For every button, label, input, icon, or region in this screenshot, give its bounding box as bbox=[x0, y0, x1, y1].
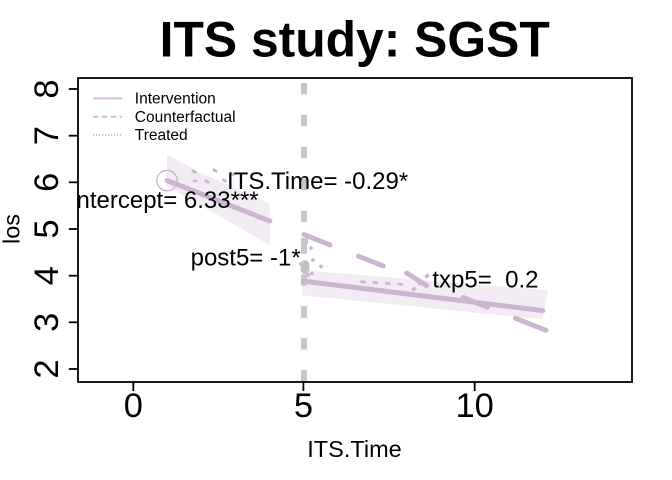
svg-text:post5= -1*: post5= -1* bbox=[191, 245, 301, 272]
svg-text:5: 5 bbox=[294, 387, 313, 425]
svg-text:txp5= 0.2: txp5= 0.2 bbox=[432, 267, 538, 294]
svg-text:7: 7 bbox=[28, 126, 66, 145]
svg-text:3: 3 bbox=[28, 313, 66, 332]
svg-text:los: los bbox=[0, 214, 24, 244]
svg-text:2: 2 bbox=[28, 359, 66, 378]
svg-text:Treated: Treated bbox=[135, 127, 188, 144]
svg-text:Intervention: Intervention bbox=[135, 91, 216, 108]
svg-text:Counterfactual: Counterfactual bbox=[135, 109, 236, 126]
svg-text:ITS.Time= -0.29*: ITS.Time= -0.29* bbox=[227, 168, 408, 195]
svg-text:0: 0 bbox=[124, 387, 143, 425]
svg-text:ntercept= 6.33***: ntercept= 6.33*** bbox=[77, 187, 259, 214]
svg-text:ITS study: SGST: ITS study: SGST bbox=[160, 12, 550, 68]
svg-text:5: 5 bbox=[28, 219, 66, 238]
svg-text:ITS.Time: ITS.Time bbox=[307, 436, 401, 462]
svg-text:6: 6 bbox=[28, 173, 66, 192]
svg-text:4: 4 bbox=[28, 266, 66, 285]
svg-text:10: 10 bbox=[456, 387, 494, 425]
svg-text:8: 8 bbox=[28, 79, 66, 98]
